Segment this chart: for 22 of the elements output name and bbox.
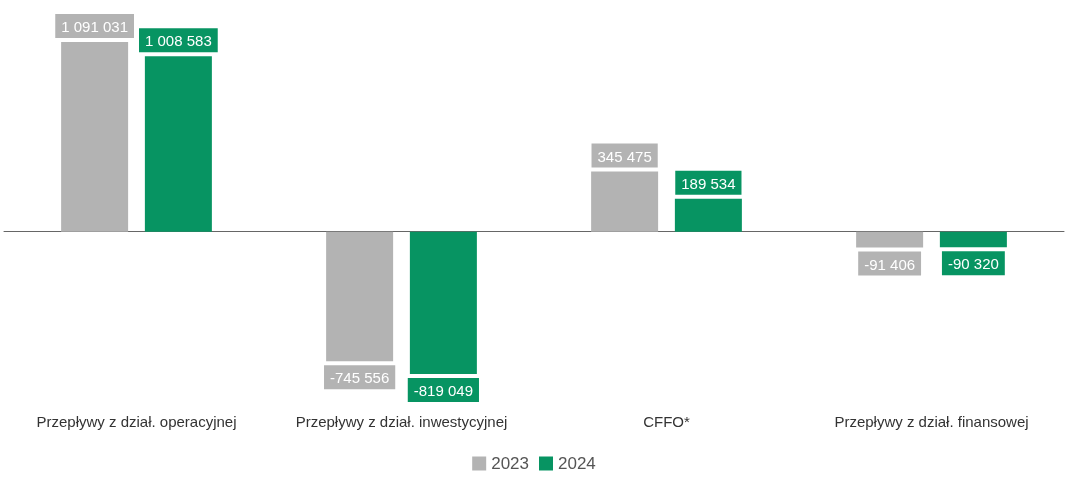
- bar: [939, 231, 1007, 248]
- legend-label: 2024: [558, 454, 596, 473]
- bar: [61, 42, 129, 232]
- bar: [326, 231, 394, 362]
- bar: [409, 231, 477, 374]
- data-label: -745 556: [330, 369, 390, 387]
- data-label: 189 534: [681, 174, 736, 192]
- data-label: 1 008 583: [145, 32, 212, 50]
- data-label: -819 049: [413, 382, 473, 399]
- data-label: -90 320: [947, 255, 999, 273]
- legend-label: 2023: [491, 454, 530, 473]
- x-tick-label: Przepływy z dział. operacyjnej: [36, 413, 237, 430]
- bar: [674, 198, 742, 232]
- bar: [591, 171, 659, 232]
- bar: [144, 56, 212, 232]
- x-tick-label: CFFO*: [643, 413, 690, 430]
- data-label: -91 406: [864, 255, 916, 273]
- x-tick-label: Przepływy z dział. finansowej: [834, 413, 1029, 430]
- bar: [856, 231, 924, 248]
- data-label: 345 475: [597, 147, 652, 165]
- x-tick-label: Przepływy z dział. inwestycyjnej: [295, 413, 508, 430]
- data-label: 1 091 031: [61, 18, 128, 35]
